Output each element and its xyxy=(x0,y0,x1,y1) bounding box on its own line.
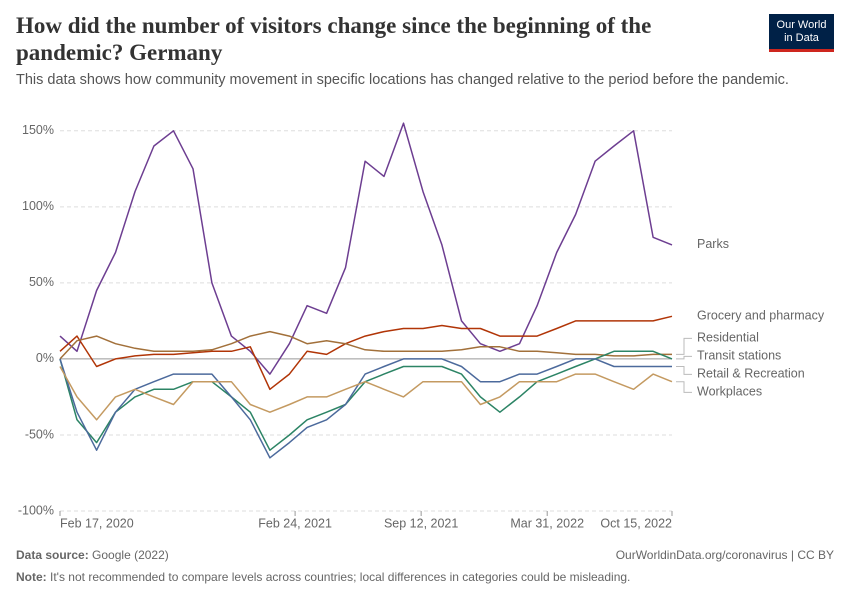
legend-connector xyxy=(676,337,692,355)
x-tick-label: Mar 31, 2022 xyxy=(510,516,584,530)
legend-label: Retail & Recreation xyxy=(697,367,805,381)
x-tick-label: Sep 12, 2021 xyxy=(384,516,458,530)
series-line xyxy=(59,366,673,421)
series-line xyxy=(59,315,673,391)
logo-text: Our World xyxy=(776,19,827,31)
logo[interactable]: Our World in Data xyxy=(769,14,834,52)
chart-subtitle: This data shows how community movement i… xyxy=(16,72,789,88)
y-tick-label: 0% xyxy=(36,351,54,365)
y-tick-label: 50% xyxy=(29,275,54,289)
y-tick-label: 100% xyxy=(22,199,54,213)
legend-label: Parks xyxy=(697,237,729,251)
note-label: Note: xyxy=(16,570,47,584)
note-text: It's not recommended to compare levels a… xyxy=(50,570,631,584)
y-tick-label: -100% xyxy=(18,503,54,517)
legend-label: Transit stations xyxy=(697,349,781,363)
series-line xyxy=(59,330,672,360)
x-tick-label: Feb 17, 2020 xyxy=(60,516,134,530)
x-tick-label: Oct 15, 2022 xyxy=(600,516,672,530)
legend-label: Grocery and pharmacy xyxy=(697,309,825,323)
source-label: Data source: xyxy=(16,548,89,562)
note: Note: It's not recommended to compare le… xyxy=(16,570,630,584)
y-tick-label: 150% xyxy=(22,123,54,137)
x-tick-label: Feb 24, 2021 xyxy=(258,516,332,530)
y-tick-label: -50% xyxy=(25,427,54,441)
source-text[interactable]: Google (2022) xyxy=(92,548,169,562)
legend-label: Residential xyxy=(697,331,759,345)
series-line xyxy=(59,122,673,375)
source: Data source: Google (2022) xyxy=(16,548,169,562)
legend-connector xyxy=(676,366,692,375)
legend-label: Workplaces xyxy=(697,385,762,399)
logo-text: in Data xyxy=(784,32,819,44)
url[interactable]: OurWorldinData.org/coronavirus | CC BY xyxy=(615,548,834,562)
series-line xyxy=(59,358,672,459)
legend-connector xyxy=(676,381,692,393)
chart-title: How did the number of visitors change si… xyxy=(16,13,652,65)
legend-connector xyxy=(676,355,692,360)
